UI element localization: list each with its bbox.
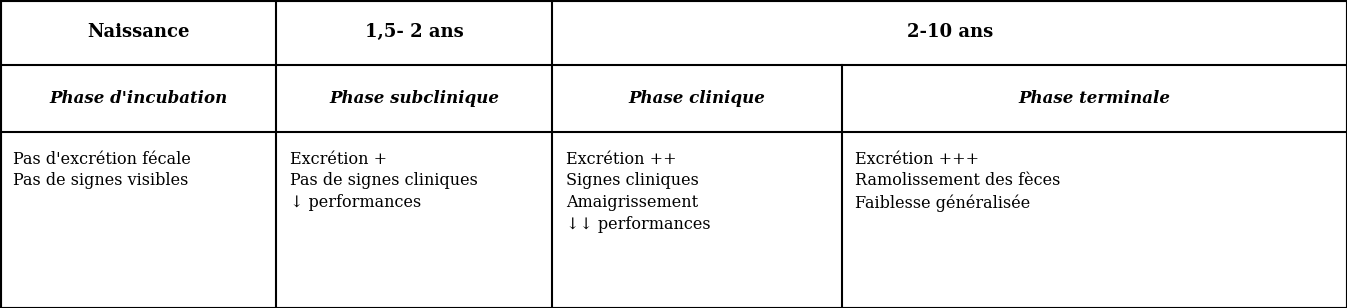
- Text: Excrétion +
Pas de signes cliniques
↓ performances: Excrétion + Pas de signes cliniques ↓ pe…: [290, 151, 477, 211]
- Text: Excrétion +++
Ramolissement des fèces
Faiblesse généralisée: Excrétion +++ Ramolissement des fèces Fa…: [855, 151, 1060, 212]
- Text: Phase clinique: Phase clinique: [629, 90, 765, 107]
- Text: Pas d'excrétion fécale
Pas de signes visibles: Pas d'excrétion fécale Pas de signes vis…: [13, 151, 191, 189]
- Text: 1,5- 2 ans: 1,5- 2 ans: [365, 23, 463, 41]
- Text: Phase subclinique: Phase subclinique: [329, 90, 500, 107]
- Text: Phase terminale: Phase terminale: [1018, 90, 1171, 107]
- Text: Naissance: Naissance: [86, 23, 190, 41]
- Text: Phase d'incubation: Phase d'incubation: [48, 90, 228, 107]
- Text: Excrétion ++
Signes cliniques
Amaigrissement
↓↓ performances: Excrétion ++ Signes cliniques Amaigrisse…: [566, 151, 710, 233]
- Text: 2-10 ans: 2-10 ans: [907, 23, 993, 41]
